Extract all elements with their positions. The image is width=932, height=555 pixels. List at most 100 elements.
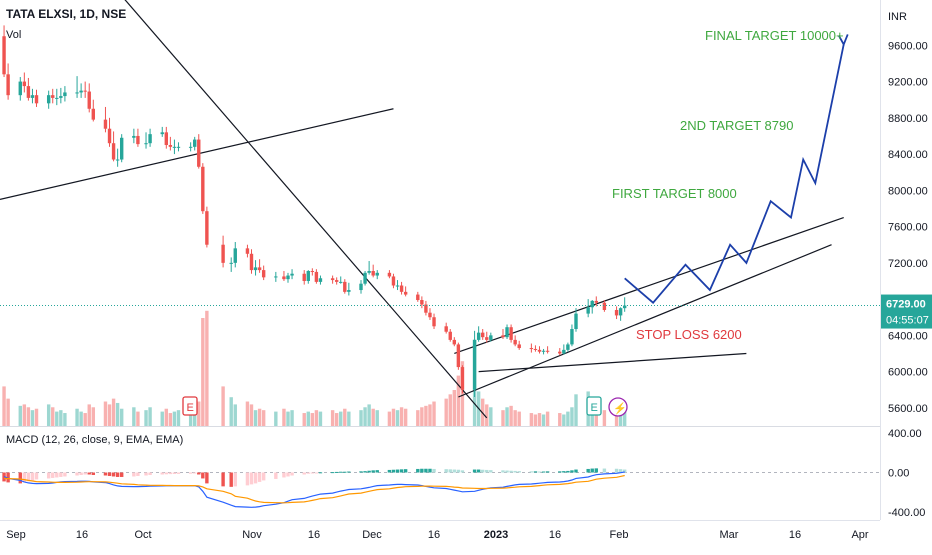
- volume-bar: [416, 410, 420, 426]
- volume-bar: [63, 413, 67, 426]
- candle-body: [103, 119, 108, 129]
- price-candles[interactable]: [2, 25, 627, 397]
- candle-body: [91, 108, 95, 120]
- candle-body: [432, 317, 436, 327]
- volume-bar: [6, 398, 10, 426]
- dividend-icon: ⚡: [613, 402, 627, 415]
- projection-arrowhead: [837, 34, 849, 47]
- macd-histogram-bar: [558, 471, 562, 473]
- macd-histogram-bar: [318, 472, 323, 474]
- macd-histogram-bar: [481, 469, 485, 473]
- macd-histogram-bar: [26, 472, 31, 482]
- volume-bar: [274, 411, 278, 426]
- macd-histogram-bar: [46, 472, 51, 479]
- macd-histogram-bar: [197, 472, 201, 475]
- volume-bar: [132, 407, 136, 426]
- macd-histogram-bar: [476, 469, 481, 473]
- time-axis[interactable]: Sep 16 Oct Nov 16 Dec 16 2023 16 Feb Mar 16 Apr: [6, 529, 869, 541]
- volume-bars: [2, 310, 627, 426]
- macd-histogram-bar: [188, 472, 193, 474]
- volume-bar: [428, 404, 432, 426]
- volume-label: Vol: [6, 29, 21, 41]
- candle-body: [286, 275, 290, 280]
- macd-histogram-bar: [334, 471, 339, 473]
- volume-bar: [541, 414, 546, 426]
- macd-histogram-bar: [403, 469, 408, 473]
- macd-histogram-bar: [501, 470, 505, 473]
- macd-histogram-bar: [529, 471, 534, 473]
- candle-body: [188, 146, 193, 148]
- candle-body: [59, 96, 63, 98]
- macd-histogram-bar: [485, 469, 489, 473]
- volume-bar: [371, 408, 375, 426]
- candle-body: [586, 307, 590, 314]
- candle-body: [339, 281, 343, 283]
- candle-body: [347, 290, 351, 292]
- candle-body: [55, 97, 59, 99]
- volume-bar: [452, 390, 457, 426]
- macd-histogram-bar: [537, 471, 542, 473]
- volume-bar: [148, 407, 152, 426]
- macd-histogram-bar: [586, 468, 590, 473]
- time-tick-label: Nov: [242, 529, 262, 541]
- macd-histogram-bar: [233, 472, 237, 487]
- projection-path[interactable]: [624, 34, 849, 304]
- candle-body: [489, 335, 493, 340]
- macd-pane: [0, 468, 880, 508]
- volume-bar: [314, 410, 319, 426]
- macd-histogram-bar: [91, 472, 95, 475]
- macd-histogram-bar: [229, 472, 233, 487]
- candle-body: [371, 271, 375, 276]
- volume-bar: [618, 413, 623, 426]
- volume-bar: [509, 405, 513, 426]
- macd-histogram-bar: [420, 468, 424, 473]
- time-tick-label: 16: [789, 529, 801, 541]
- macd-histogram-bar: [205, 472, 209, 484]
- time-tick-label: 16: [428, 529, 440, 541]
- volume-bar: [83, 413, 87, 426]
- macd-histogram-bar: [489, 470, 493, 473]
- symbol-title[interactable]: TATA ELXSI, 1D, NSE: [6, 7, 126, 21]
- volume-bar: [22, 404, 27, 426]
- macd-histogram-bar: [245, 472, 250, 486]
- macd-axis: 400.00 0.00 -400.00: [888, 428, 925, 519]
- candle-body: [111, 143, 116, 160]
- candle-body: [119, 137, 124, 160]
- volume-bar: [614, 411, 619, 426]
- macd-histogram-bar: [79, 472, 83, 475]
- macd-histogram-bar: [517, 471, 521, 473]
- dividend-marker[interactable]: ⚡: [608, 397, 628, 417]
- volume-bar: [172, 411, 177, 426]
- candle-body: [444, 326, 448, 332]
- earnings-marker-oct[interactable]: E: [182, 396, 198, 416]
- candle-body: [26, 86, 31, 98]
- earnings-oct-icon: E: [187, 402, 194, 414]
- volume-bar: [59, 410, 63, 426]
- earnings-marker-jan[interactable]: E: [586, 396, 602, 416]
- volume-bar: [290, 410, 294, 426]
- macd-histogram-bar: [75, 472, 79, 476]
- macd-histogram-bar: [513, 470, 517, 473]
- candle-body: [302, 273, 306, 281]
- volume-bar: [197, 401, 201, 426]
- volume-bar: [339, 411, 343, 426]
- macd-histogram-bar: [395, 469, 400, 473]
- drawn-trendlines[interactable]: [0, 0, 844, 419]
- first-target-label: FIRST TARGET 8000: [612, 186, 737, 201]
- dividend-marker-ring: [608, 397, 628, 417]
- candle-body: [529, 348, 534, 350]
- macd-histogram-bar: [30, 472, 35, 481]
- trendline: [458, 244, 832, 398]
- volume-bar: [249, 404, 254, 426]
- macd-histogram-bar: [168, 472, 173, 475]
- candle-body: [594, 300, 598, 303]
- candle-body: [261, 270, 266, 278]
- volume-bar: [387, 411, 392, 426]
- macd-histogram-bar: [330, 472, 335, 474]
- macd-title[interactable]: MACD (12, 26, close, 9, EMA, EMA): [6, 434, 183, 446]
- macd-histogram-bar: [253, 472, 258, 484]
- second-target-label: 2ND TARGET 8790: [680, 118, 793, 133]
- macd-histogram-bar: [570, 470, 574, 473]
